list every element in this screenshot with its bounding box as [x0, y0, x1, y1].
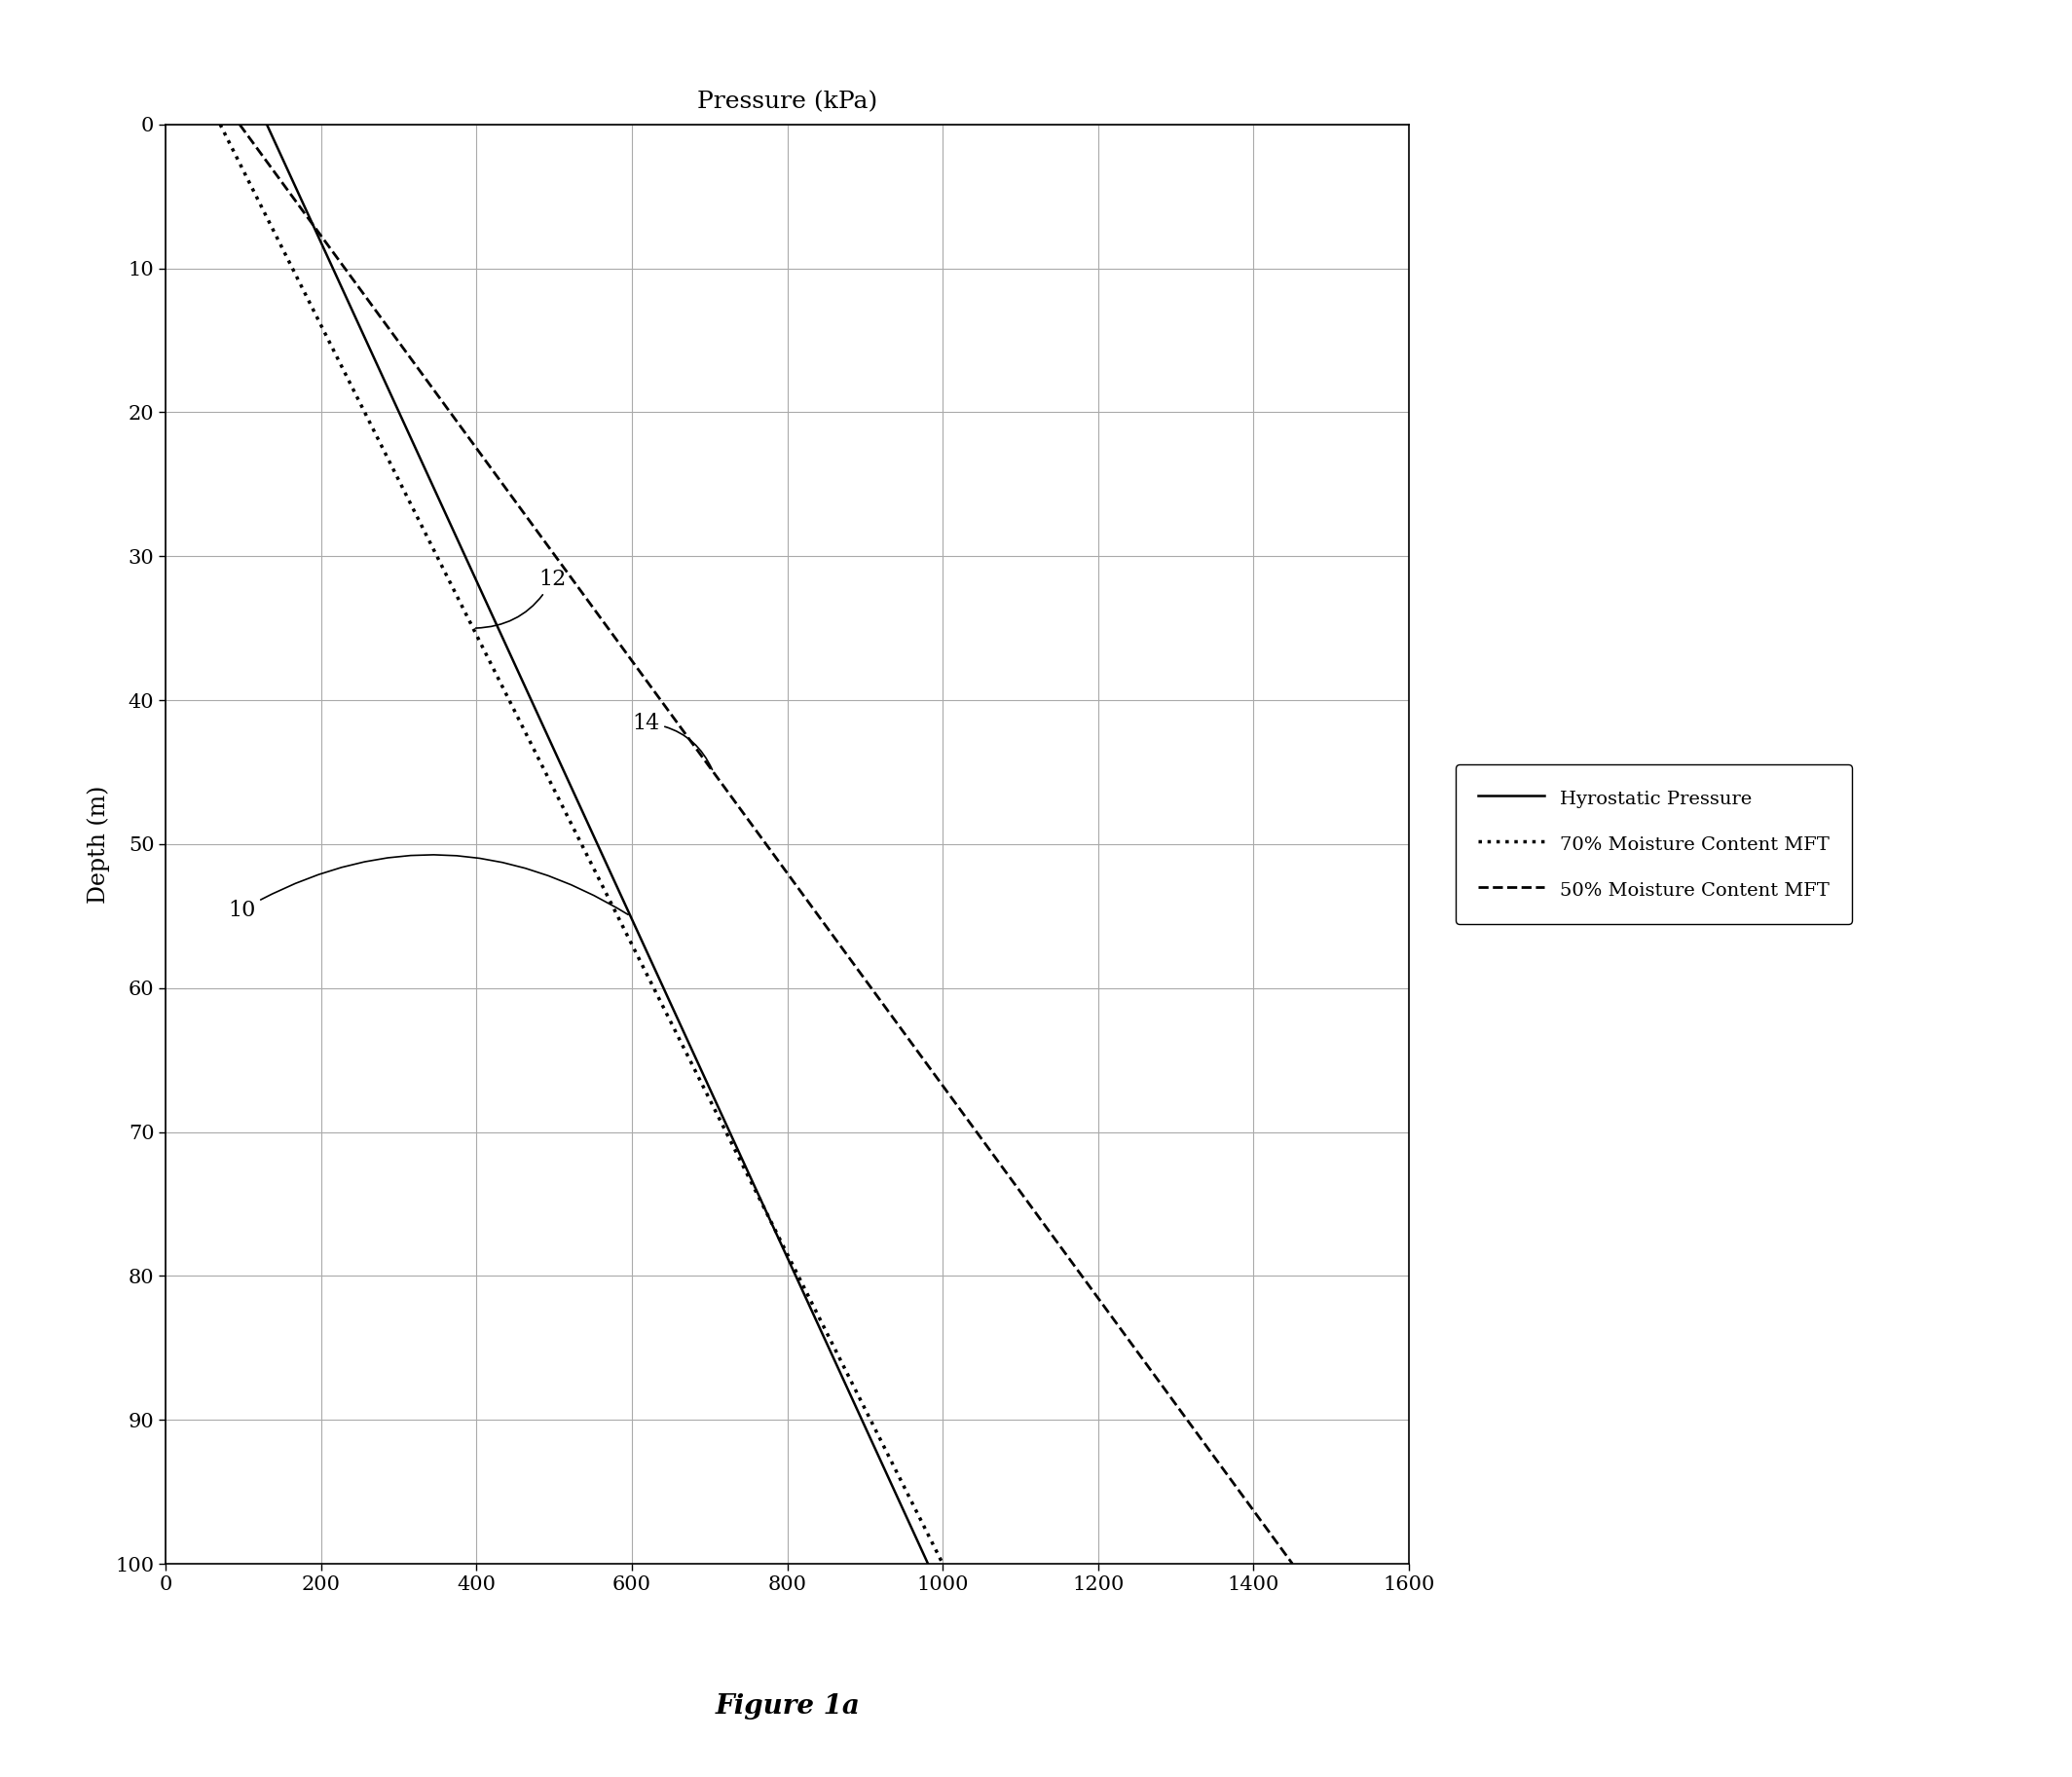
Text: Figure 1a: Figure 1a: [715, 1693, 860, 1718]
Title: Pressure (kPa): Pressure (kPa): [696, 91, 879, 114]
Text: 14: 14: [632, 713, 713, 769]
Text: 10: 10: [228, 855, 628, 920]
Text: 12: 12: [477, 569, 566, 627]
Y-axis label: Depth (m): Depth (m): [87, 785, 110, 903]
Legend: Hyrostatic Pressure, 70% Moisture Content MFT, 50% Moisture Content MFT: Hyrostatic Pressure, 70% Moisture Conten…: [1457, 764, 1852, 924]
